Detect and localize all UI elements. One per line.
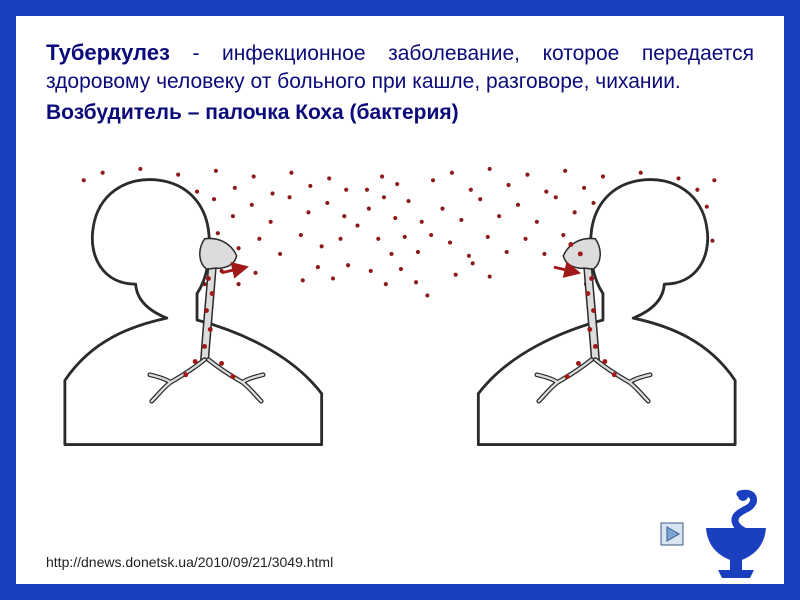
subtitle: Возбудитель – палочка Коха (бактерия): [46, 101, 754, 125]
definition-text: Туберкулез - инфекционное заболевание, к…: [46, 38, 754, 95]
next-button[interactable]: [660, 522, 684, 546]
source-link[interactable]: http://dnews.donetsk.ua/2010/09/21/3049.…: [46, 554, 333, 570]
slide: Туберкулез - инфекционное заболевание, к…: [16, 16, 784, 584]
medical-snake-bowl-icon: [696, 488, 776, 578]
transmission-illustration: [46, 143, 754, 463]
term: Туберкулез: [46, 40, 170, 65]
